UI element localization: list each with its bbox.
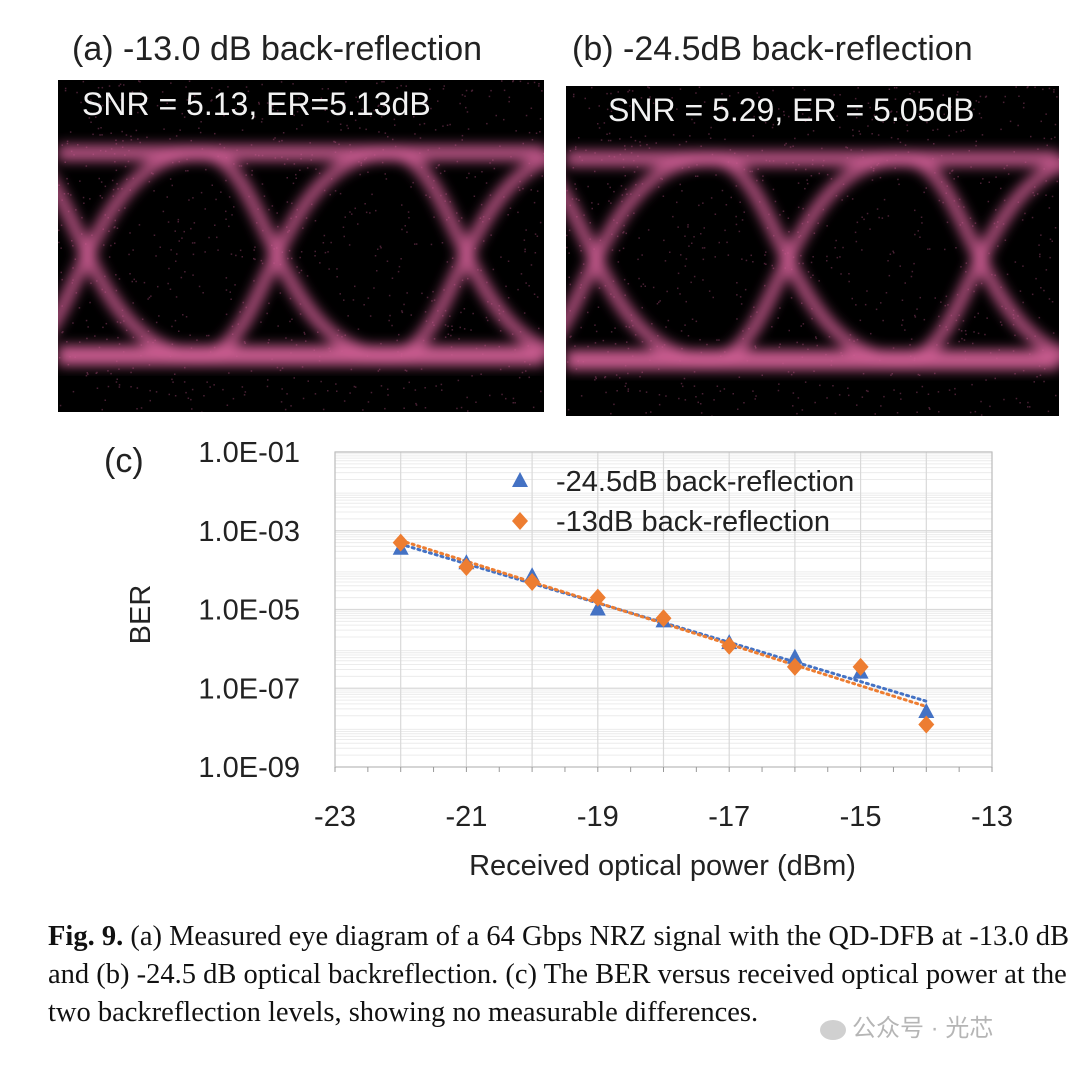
eye-transition: [390, 153, 544, 363]
legend-label: -13dB back-reflection: [556, 506, 830, 538]
caption-fig-label: Fig. 9.: [48, 921, 124, 952]
eye-b-metrics: SNR = 5.29, ER = 5.05dB: [608, 92, 975, 128]
wechat-icon: [820, 1019, 846, 1040]
chart-legend: -24.5dB back-reflection -13dB back-reflec…: [512, 466, 854, 538]
x-tick-label: -23: [314, 801, 356, 833]
y-tick-label: 1.0E-05: [198, 595, 300, 627]
legend-marker: [512, 472, 528, 487]
eye-traces: [566, 150, 1059, 370]
legend-label: -24.5dB back-reflection: [556, 466, 854, 498]
eye-diagram-a: SNR = 5.13, ER=5.13dB: [58, 80, 544, 412]
x-tick-label: -13: [971, 801, 1013, 833]
data-point: [721, 636, 738, 655]
eye-diagram-b: SNR = 5.29, ER = 5.05dB: [566, 86, 1059, 416]
watermark-text: 公众号 · 光芯: [852, 1015, 994, 1042]
panel-c-label: (c): [104, 442, 144, 480]
y-tick-label: 1.0E-03: [198, 516, 300, 548]
data-point: [392, 533, 409, 552]
x-axis-label: Received optical power (dBm): [469, 850, 856, 882]
eye-transition: [58, 146, 202, 329]
x-tick-label: -19: [577, 801, 619, 833]
caption-text: (a) Measured eye diagram of a 64 Gbps NR…: [48, 921, 1070, 1028]
eye-noise: [566, 86, 1059, 416]
data-point: [589, 600, 606, 616]
y-axis-label: BER: [125, 585, 157, 645]
data-point: [786, 648, 803, 664]
x-tick-label: -21: [445, 801, 487, 833]
legend-marker: [512, 512, 528, 530]
watermark: 公众号 · 光芯: [820, 1008, 993, 1043]
y-tick-label: 1.0E-01: [198, 437, 300, 469]
figure-caption: Fig. 9. (a) Measured eye diagram of a 64…: [48, 918, 1073, 1032]
eye-transition: [566, 151, 712, 334]
panel-b-title: (b) -24.5dB back-reflection: [572, 30, 973, 68]
x-tick-label: -17: [708, 801, 750, 833]
eye-a-metrics: SNR = 5.13, ER=5.13dB: [82, 86, 431, 122]
data-point: [655, 609, 672, 628]
data-point: [918, 715, 935, 734]
eye-diagram-b-svg: [566, 86, 1059, 416]
eye-traces: [58, 145, 544, 366]
data-point: [918, 702, 935, 718]
data-point: [458, 558, 475, 577]
eye-transition: [710, 151, 904, 367]
eye-transition: [710, 151, 904, 367]
y-tick-label: 1.0E-07: [198, 673, 300, 705]
ber-chart: -23 -21 -19 -17 -15 -13 1.0E-01 1.0E-03 1.0E-05 1…: [104, 437, 1013, 882]
trendline-0: [399, 542, 928, 703]
series-1: [392, 533, 935, 734]
eye-transition: [200, 146, 392, 363]
data-point: [786, 657, 803, 676]
eye-transition: [200, 146, 392, 363]
data-point: [852, 657, 869, 676]
x-tick-label: -15: [840, 801, 882, 833]
panel-a-title: (a) -13.0 dB back-reflection: [72, 30, 483, 68]
data-point: [524, 572, 541, 591]
eye-diagram-a-svg: [58, 80, 544, 412]
y-tick-label: 1.0E-09: [198, 752, 300, 784]
eye-noise: [58, 80, 544, 412]
eye-transition: [902, 158, 1059, 367]
data-point: [589, 588, 606, 607]
